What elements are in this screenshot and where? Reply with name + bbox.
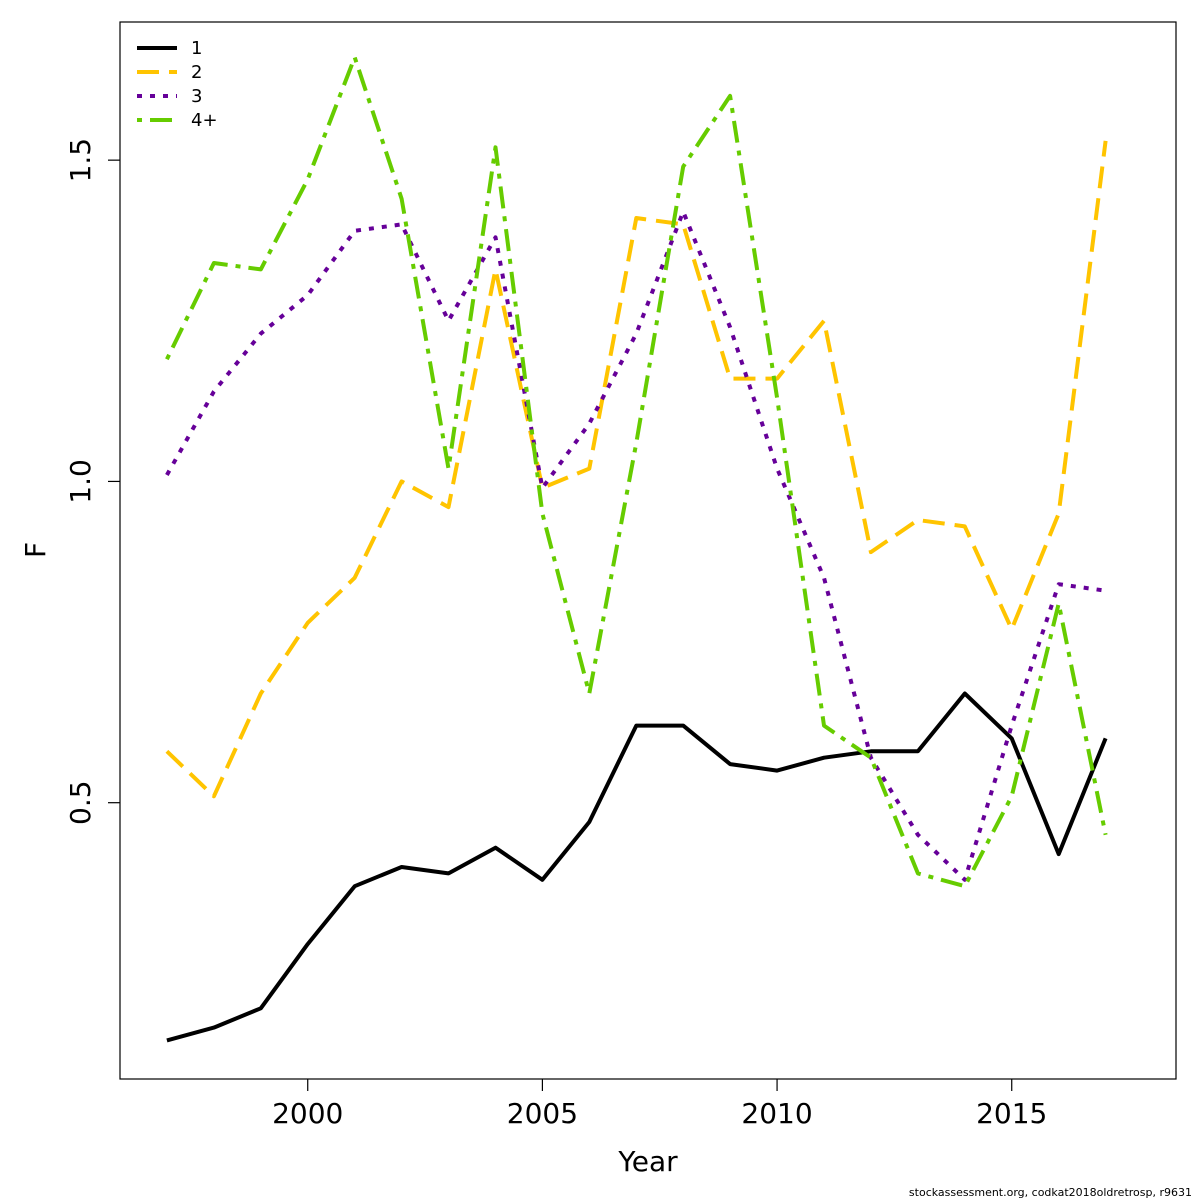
legend: 1 2 3 4+: [137, 38, 218, 131]
x-tick-label: 2000: [272, 1097, 343, 1130]
x-tick-label: 2005: [507, 1097, 578, 1130]
x-tick-label: 2015: [976, 1097, 1047, 1130]
y-tick-label: 1.5: [64, 138, 97, 183]
axis-ticks: 2000 2005 2010 2015 0.5 1.0 1.5: [64, 138, 1047, 1130]
series-line-1: [166, 691, 1108, 1043]
legend-label-4: 4+: [191, 110, 218, 131]
y-tick-label: 0.5: [64, 780, 97, 825]
legend-label-1: 1: [191, 38, 202, 59]
legend-label-3: 3: [191, 86, 202, 107]
series-line-3: [165, 209, 1106, 882]
plot-frame: [119, 21, 1177, 1080]
footer-text: stockassessment.org, codkat2018oldretros…: [909, 1186, 1192, 1199]
y-tick-label: 1.0: [64, 459, 97, 504]
series-line-2: [165, 140, 1108, 799]
y-axis-label: F: [19, 542, 52, 558]
series-lines: [165, 55, 1108, 1043]
series-line-4: [165, 55, 1108, 889]
x-axis-label: Year: [617, 1145, 678, 1178]
legend-label-2: 2: [191, 62, 202, 83]
x-tick-label: 2010: [741, 1097, 812, 1130]
